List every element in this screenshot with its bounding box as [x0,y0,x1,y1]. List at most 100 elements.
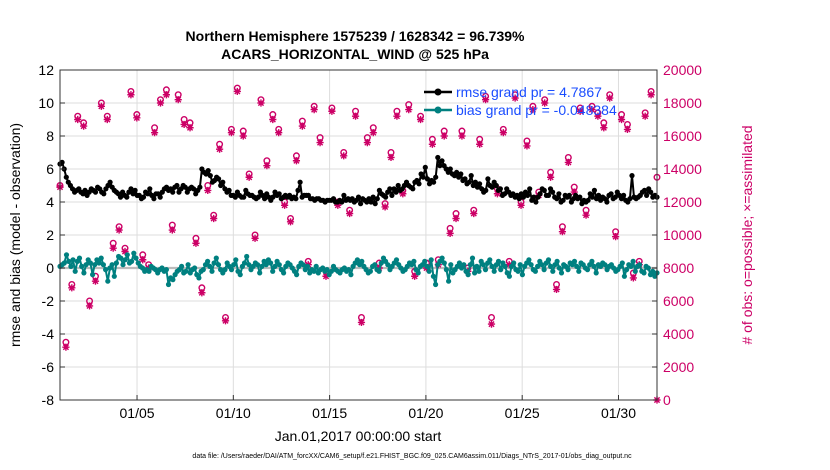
bias-point [446,278,452,284]
bias-point [593,270,599,276]
bias-point [63,252,70,258]
bias-point [209,268,215,274]
rmse-point [525,192,531,198]
bias-point [448,262,454,268]
y-axis-left-ticks: 12 10 8 6 4 2 0 -2 -4 -6 -8 [38,62,65,408]
rmse-point [297,179,303,185]
obs-assimilated-marker [85,302,94,310]
obs-assimilated-marker [363,139,371,147]
bias-point [196,275,202,281]
bias-point [461,262,467,268]
rmse-point [374,196,380,202]
obs-assimilated-marker [570,188,578,196]
bias-point [131,250,137,256]
bias-point [376,268,382,274]
bias-point [87,260,93,266]
legend-rmse-label: rmse grand pr = 4.7867 [456,84,602,100]
y-axis-right-label: # of obs: o=possible; ×=assimilated [739,125,755,344]
bias-point [163,267,169,273]
bias-point [498,267,504,273]
rmse-point [151,196,157,202]
rmse-point [92,189,99,195]
bias-point [476,268,482,274]
rmse-point [545,192,552,198]
rmse-point [641,187,648,193]
bias-point [474,263,480,269]
rmse-point [293,196,299,202]
rmse-point [556,191,562,197]
obs-assimilated-marker [552,285,561,294]
rmse-point [489,184,495,190]
rmse-point [520,194,527,200]
bias-point [584,267,591,273]
bias-point [346,267,352,273]
bias-point [259,263,265,269]
obs-possible-marker [487,314,495,322]
obs-assimilated-marker [286,218,295,226]
y-right-tick-label: 6000 [663,293,694,309]
rmse-point [502,191,508,197]
bias-point [192,265,198,271]
bias-point [359,258,365,264]
obs-assimilated-marker [115,226,123,234]
x-tick-label: 01/30 [601,405,636,421]
bias-point [241,260,248,266]
bias-point [233,257,239,263]
rmse-point [191,186,197,192]
bias-point [565,267,571,273]
obs-assimilated-marker [623,125,632,133]
bias-point [98,255,104,261]
bias-point [641,270,647,276]
rmse-point [255,194,261,200]
obs-assimilated-marker [357,318,366,327]
bias-point [257,270,263,276]
rmse-point [462,176,468,182]
obs-assimilated-marker [109,244,117,252]
footer-file-path: data file: /Users/raeder/DAI/ATM_forcXX/… [192,453,632,460]
y-right-tick-label: 4000 [663,326,694,342]
obs-assimilated-marker [612,233,620,241]
y-left-tick-label: -6 [42,359,55,375]
obs-assimilated-marker [381,203,389,211]
rmse-point [170,189,176,195]
bias-point [113,260,119,266]
bias-point [632,268,638,274]
rmse-point [420,174,426,180]
x-tick-label: 01/05 [120,405,155,421]
rmse-point [627,196,633,202]
bias-point [146,268,152,274]
rmse-point [147,186,153,192]
obs-assimilated-marker [139,256,147,264]
bias-point [244,253,250,260]
obs-assimilated-marker [180,120,188,129]
rmse-point [439,158,445,164]
bias-point [246,262,252,268]
bias-point [424,263,430,269]
bias-point [602,262,608,268]
obs-assimilated-marker [629,274,637,282]
rmse-point [589,194,595,200]
bias-point [272,263,278,269]
bias-point [185,262,191,268]
rmse-point [435,154,441,161]
rmse-point [383,194,389,200]
legend-rmse-marker [434,88,442,96]
y-left-tick-label: 6 [46,161,54,177]
obs-assimilated-marker [162,91,170,99]
obs-assimilated-marker [204,186,212,195]
obs-assimilated-marker [405,106,413,114]
obs-assimilated-marker [322,272,330,280]
rmse-point [560,197,566,203]
bias-point [515,268,521,274]
bias-point [354,257,360,263]
x-tick-label: 01/25 [505,405,540,421]
obs-assimilated-marker [446,229,454,237]
bias-point [535,263,541,269]
y-right-tick-label: 10000 [663,227,702,243]
bias-point [467,262,473,268]
obs-assimilated-marker [600,124,608,132]
rmse-point [207,173,213,179]
rmse-point [493,182,499,189]
obs-assimilated-marker [416,115,425,124]
bias-point [348,272,354,278]
